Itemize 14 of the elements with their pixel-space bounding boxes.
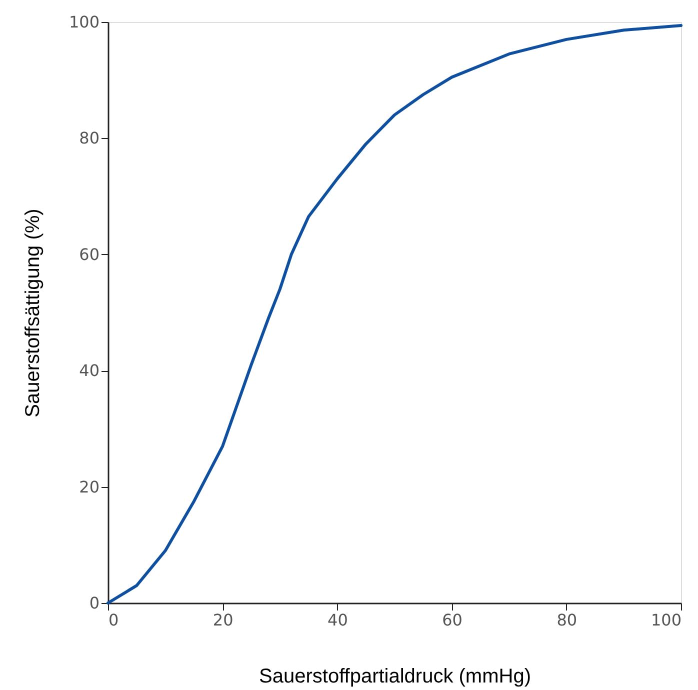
y-tick-label: 40 bbox=[79, 361, 100, 380]
x-tick-label: 100 bbox=[650, 610, 682, 630]
y-tick-label: 60 bbox=[79, 244, 100, 264]
y-tick-label: 0 bbox=[89, 594, 100, 612]
x-tick-label: 60 bbox=[442, 610, 462, 630]
x-axis-title: Sauerstoffpartialdruck (mmHg) bbox=[259, 666, 531, 688]
x-tick-label: 20 bbox=[212, 610, 234, 630]
y-axis-title: Sauerstoffsättigung (%) bbox=[22, 208, 44, 418]
x-tick-label: 0 bbox=[108, 610, 119, 630]
y-tick-label: 20 bbox=[79, 477, 100, 496]
y-tick-label: 80 bbox=[79, 128, 100, 148]
x-tick-label: 40 bbox=[328, 610, 348, 630]
y-tick-label: 100 bbox=[68, 12, 100, 32]
x-tick-label: 80 bbox=[556, 610, 578, 630]
